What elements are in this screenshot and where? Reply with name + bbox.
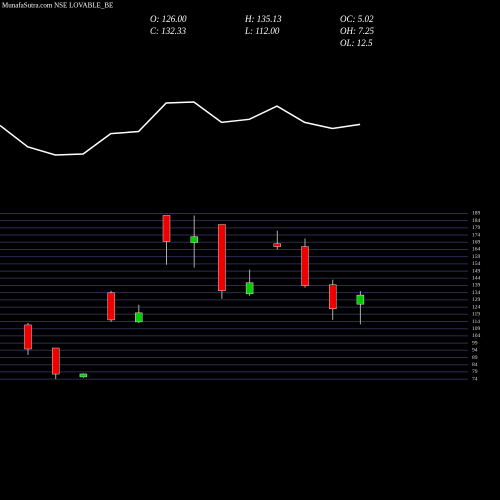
candle-body: [162, 215, 171, 242]
y-tick-label: 104: [472, 333, 481, 339]
y-tick-label: 109: [472, 326, 481, 332]
candle-body: [301, 246, 309, 286]
y-tick-label: 119: [472, 312, 480, 318]
candle-body: [24, 324, 32, 350]
ohlc-info: C: 132.33: [150, 26, 187, 36]
candle-body: [356, 294, 365, 305]
y-tick-label: 134: [472, 290, 481, 296]
line: [0, 101, 361, 156]
y-tick-label: 164: [472, 247, 481, 253]
candle-body: [245, 282, 254, 295]
y-tick-label: 169: [472, 240, 481, 246]
y-tick-label: 79: [472, 369, 478, 375]
ohlc-info: OH: 7.25: [340, 26, 374, 36]
y-tick-label: 184: [472, 218, 481, 224]
y-tick-label: 94: [472, 348, 478, 354]
ohlc-info: L: 112.00: [244, 26, 280, 36]
y-tick-label: 154: [472, 261, 481, 267]
ohlc-info: O: 126.00: [150, 14, 187, 24]
candle-body: [329, 284, 337, 310]
ohlc-info: OC: 5.02: [340, 14, 374, 24]
y-tick-label: 174: [472, 232, 481, 238]
y-tick-label: 99: [472, 340, 478, 346]
candle-body: [107, 292, 115, 321]
y-tick-label: 139: [472, 283, 481, 289]
candle-body: [79, 373, 88, 378]
ohlc-info: H: 135.13: [244, 14, 282, 24]
y-tick-label: 89: [472, 355, 478, 361]
candle-body: [218, 224, 226, 292]
candle-body: [273, 243, 281, 247]
y-tick-label: 114: [472, 319, 480, 325]
y-tick-label: 124: [472, 304, 481, 310]
candle-body: [52, 347, 60, 375]
chart-title: MunafaSutra.com NSE LOVABLE_BE: [2, 2, 113, 10]
y-tick-label: 129: [472, 297, 481, 303]
candle-body: [135, 312, 143, 323]
y-tick-label: 74: [472, 376, 478, 382]
y-tick-label: 189: [472, 211, 481, 217]
ohlc-info: OL: 12.5: [340, 38, 373, 48]
y-tick-label: 159: [472, 254, 481, 260]
y-tick-label: 144: [472, 276, 481, 282]
y-tick-label: 149: [472, 268, 481, 274]
y-tick-label: 179: [472, 225, 481, 231]
candle-body: [190, 236, 198, 243]
y-tick-label: 84: [472, 362, 478, 368]
